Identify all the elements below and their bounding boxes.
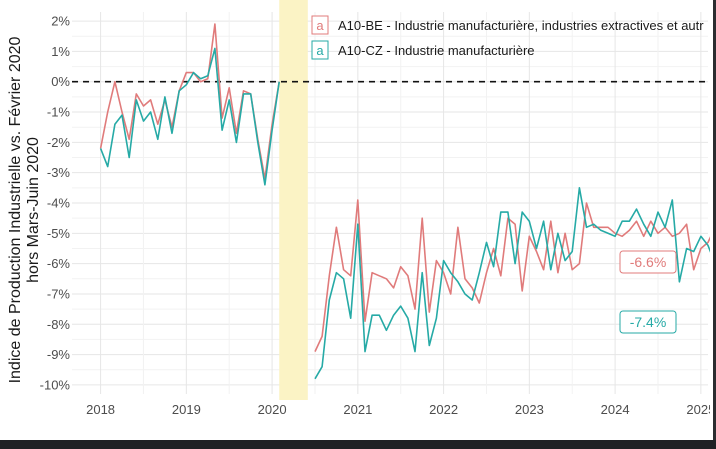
end-label-box <box>619 310 677 334</box>
legend: a A10-BE - Industrie manufacturière, indu… <box>311 15 704 60</box>
x-tick-label: 2021 <box>343 402 372 417</box>
excluded-period-rect <box>279 0 308 400</box>
y-tick-label: -9% <box>47 347 71 362</box>
legend-key-glyph: a <box>316 18 324 33</box>
y-axis-label-line2: hors Mars-Juin 2020 <box>25 137 42 283</box>
line-chart: 2% 1% 0% -1% -2% -3% -4% -5% -6% -7% -8% -9% -10% 20… <box>7 0 710 417</box>
y-tick-labels: 2% 1% 0% -1% -2% -3% -4% -5% -6% -7% -8% -9% -10% <box>40 14 71 393</box>
gridlines <box>72 12 708 394</box>
y-tick-label: -3% <box>47 165 71 180</box>
x-tick-label: 2019 <box>172 402 201 417</box>
y-tick-label: 2% <box>51 14 70 29</box>
legend-key-box <box>311 40 329 60</box>
x-tick-label: 2023 <box>515 402 544 417</box>
excluded-period-band <box>279 0 308 400</box>
y-tick-label: -4% <box>47 196 71 211</box>
y-tick-label: -2% <box>47 135 71 150</box>
y-axis-label-line1: Indice de Production Industrielle vs. Fé… <box>7 36 24 383</box>
x-tick-label: 2025 <box>686 402 710 417</box>
y-tick-label: 1% <box>51 44 70 59</box>
y-tick-label: -1% <box>47 105 71 120</box>
end-labels: -6.6% -7.4% <box>619 250 677 334</box>
y-tick-label: -10% <box>40 377 71 392</box>
series-1-line-segment-1 <box>314 187 710 380</box>
end-label-box <box>619 250 677 274</box>
legend-key-box <box>311 15 329 35</box>
y-tick-label: -5% <box>47 226 71 241</box>
x-tick-label: 2024 <box>601 402 630 417</box>
series-lines <box>99 23 710 380</box>
end-label-text: -7.4% <box>630 314 667 330</box>
y-tick-label: -8% <box>47 317 71 332</box>
x-tick-label: 2022 <box>429 402 458 417</box>
legend-key-glyph: a <box>316 43 324 58</box>
window-edge-bottom <box>0 440 716 449</box>
legend-label: A10-CZ - Industrie manufacturière <box>338 43 535 58</box>
x-tick-label: 2020 <box>258 402 287 417</box>
y-axis-label: Indice de Production Industrielle vs. Fé… <box>7 36 42 383</box>
series-0-line-segment-1 <box>314 199 710 352</box>
y-tick-label: -6% <box>47 256 71 271</box>
end-label-text: -6.6% <box>630 254 667 270</box>
legend-label: A10-BE - Industrie manufacturière, indus… <box>338 18 704 33</box>
y-tick-label: -7% <box>47 286 71 301</box>
x-tick-label: 2018 <box>86 402 115 417</box>
x-tick-labels: 2018 2019 2020 2021 2022 2023 2024 2025 <box>86 402 710 417</box>
window-edge-right <box>713 0 716 440</box>
y-tick-label: 0% <box>51 74 70 89</box>
series-1-line-segment-0 <box>99 47 280 186</box>
